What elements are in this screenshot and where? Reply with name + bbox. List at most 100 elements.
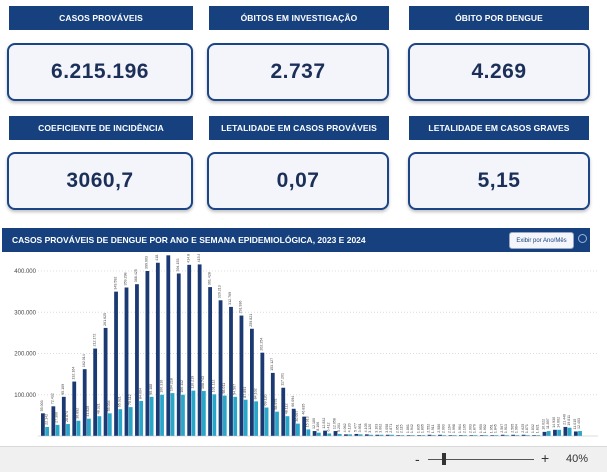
bar	[567, 427, 572, 436]
bar	[323, 430, 327, 436]
data-label: 132.164	[71, 367, 75, 380]
data-label: 55.034	[107, 400, 111, 411]
bar	[385, 434, 390, 436]
bar	[51, 406, 56, 436]
zoom-slider-thumb[interactable]	[442, 453, 446, 465]
chart-info-icon[interactable]	[578, 234, 587, 243]
data-label: 1.835	[416, 424, 420, 433]
bar	[218, 300, 223, 436]
bar	[448, 435, 453, 436]
data-label: 261.625	[103, 313, 107, 326]
bar	[250, 328, 254, 436]
kpi-value-letalidade-graves: 5,15	[408, 152, 590, 210]
data-label: 1.964	[515, 424, 519, 433]
bar	[379, 434, 384, 436]
data-label: 48.321	[97, 403, 101, 414]
bar	[55, 424, 60, 436]
data-label: 12.058	[333, 418, 337, 429]
data-label: 70.112	[128, 394, 132, 405]
data-label: 14.930	[552, 417, 556, 428]
bar	[431, 435, 436, 436]
data-label: 65.021	[117, 396, 121, 407]
data-label: 110.219	[191, 376, 195, 389]
data-label: 1.902	[483, 424, 487, 433]
bar	[557, 429, 562, 436]
bar	[87, 418, 91, 436]
kpi-header-letalidade-provaveis: LETALIDADE EM CASOS PROVÁVEIS	[209, 116, 389, 140]
bar	[166, 255, 171, 436]
data-label: 1.951	[489, 424, 493, 433]
data-label: 100.112	[180, 380, 184, 393]
bar	[82, 369, 87, 436]
data-label: 95.188	[149, 384, 153, 395]
zoom-in-button[interactable]: +	[541, 450, 550, 466]
bar	[160, 394, 164, 436]
bar	[573, 431, 578, 436]
bar	[532, 435, 536, 436]
data-label: 66.094	[291, 396, 295, 407]
data-label: 153.127	[270, 358, 274, 371]
data-label: 368.425	[134, 269, 138, 282]
bar	[390, 434, 394, 436]
bar	[254, 401, 258, 436]
data-label: 3.103	[375, 424, 379, 433]
bar	[553, 429, 557, 436]
bar	[208, 287, 212, 436]
bar-chart: 100.000 200.000 300.000 400.000 55.00322.142…	[14, 254, 598, 437]
data-label: 10.022	[542, 419, 546, 430]
bar	[155, 262, 160, 436]
bar	[296, 423, 300, 436]
bar	[521, 434, 526, 436]
data-label: 100.316	[159, 380, 163, 393]
bar	[72, 381, 77, 436]
data-label: 5.201	[337, 423, 341, 432]
bar	[107, 413, 112, 436]
data-label: 36.892	[76, 408, 80, 419]
data-label: 41.825	[86, 406, 90, 417]
data-label: 12.180	[312, 418, 316, 429]
data-label: 98.011	[222, 383, 226, 394]
data-label: 95.109	[61, 384, 65, 395]
bar	[542, 431, 547, 436]
bar	[306, 429, 311, 436]
bar	[285, 416, 290, 436]
bar	[229, 306, 233, 436]
data-label: 418.614	[155, 254, 159, 261]
bar	[410, 435, 415, 436]
data-label: 6.412	[326, 423, 330, 432]
bar	[243, 399, 248, 436]
bar	[473, 435, 478, 436]
bar	[400, 435, 405, 436]
bar	[337, 433, 342, 436]
zoom-out-button[interactable]: -	[415, 451, 420, 467]
data-label: 117.201	[280, 373, 284, 386]
kpi-header-coeficiente-incidencia: COEFICIENTE DE INCIDÊNCIA	[9, 116, 193, 140]
data-label: 3.120	[368, 424, 372, 433]
bar	[76, 420, 81, 436]
y-tick-label: 100.000	[14, 393, 36, 399]
bar	[369, 434, 373, 436]
chart-title: CASOS PROVÁVEIS DE DENGUE POR ANO E SEMA…	[12, 235, 366, 245]
bar	[316, 432, 321, 436]
bar	[181, 394, 185, 436]
data-label: 312.769	[228, 292, 232, 305]
data-label: 212.172	[92, 334, 96, 347]
data-label: 69.120	[264, 395, 268, 406]
data-label: 414.809	[186, 254, 190, 263]
data-label: 11.897	[546, 418, 550, 429]
bar	[396, 435, 401, 436]
bar	[479, 435, 484, 436]
bar	[536, 435, 541, 436]
bar	[511, 434, 516, 436]
data-label: 2.003	[469, 424, 473, 433]
data-label: 2.051	[395, 424, 399, 433]
toggle-year-month-button[interactable]: Exibir por Ano/Mês	[509, 232, 574, 249]
bar	[201, 391, 206, 436]
bar	[406, 435, 411, 436]
data-label: 104.218	[170, 378, 174, 391]
zoom-level: 40%	[566, 453, 589, 465]
zoom-slider-track[interactable]	[428, 459, 534, 460]
bar	[494, 435, 499, 436]
bar	[145, 271, 150, 436]
bar	[239, 315, 244, 436]
